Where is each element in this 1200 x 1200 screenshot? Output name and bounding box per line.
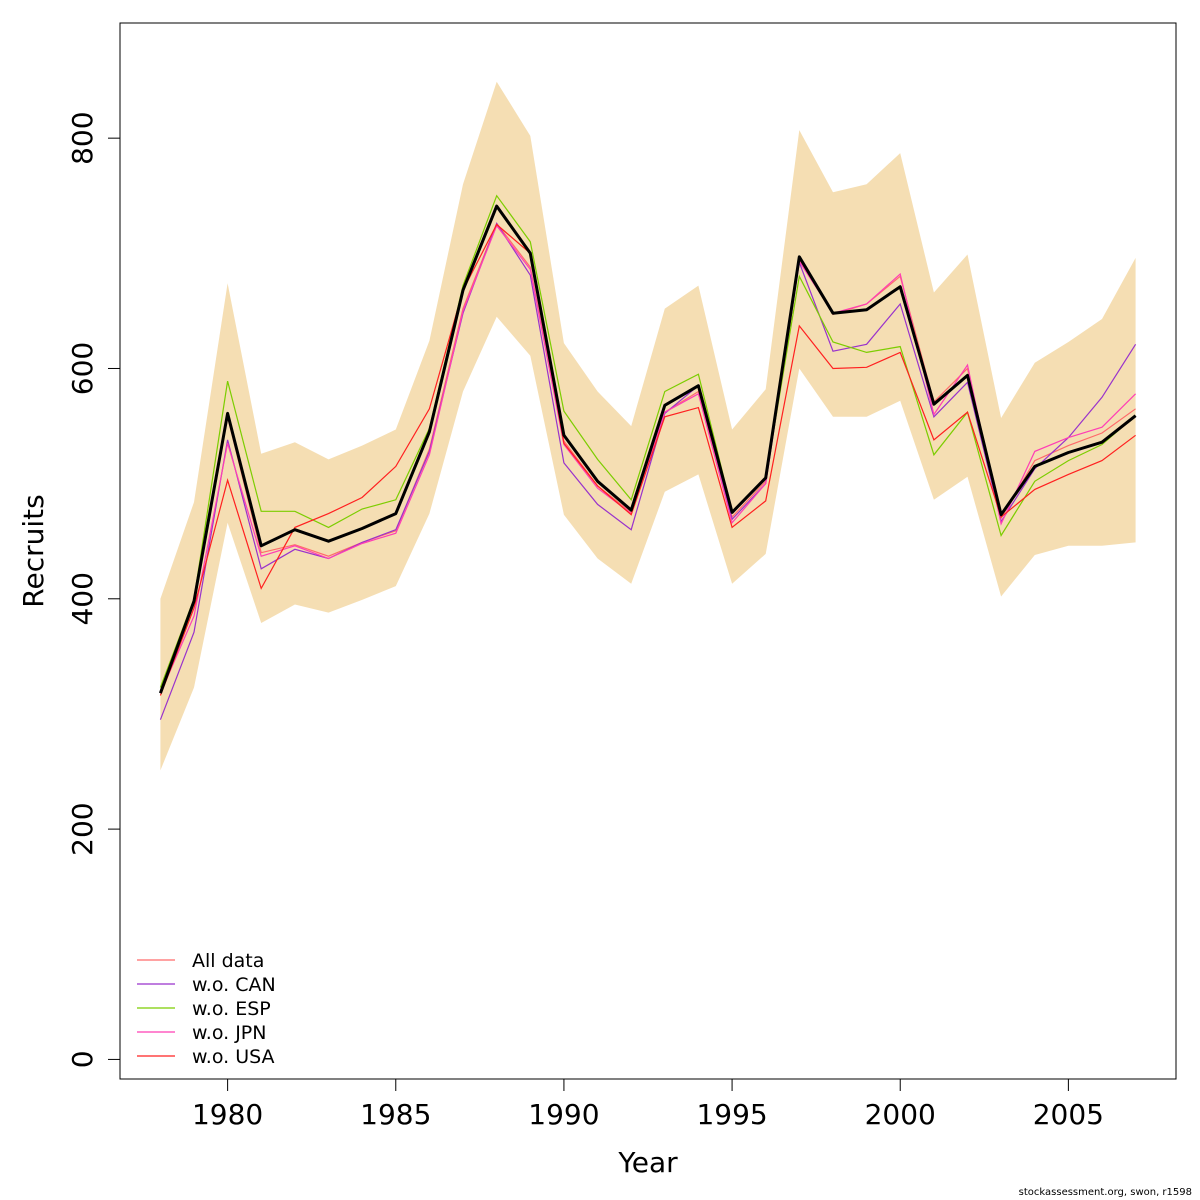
legend-label: w.o. CAN <box>192 974 276 996</box>
legend-label: w.o. USA <box>192 1046 275 1068</box>
y-axis-label: Recruits <box>17 494 50 607</box>
footer-credit: stockassessment.org, swon, r1598 <box>1018 1187 1192 1198</box>
y-tick-label: 600 <box>66 342 99 395</box>
legend-item: All data <box>137 950 264 972</box>
x-tick-label: 2000 <box>865 1098 936 1131</box>
legend-label: w.o. JPN <box>192 1022 266 1044</box>
y-tick-label: 200 <box>66 802 99 855</box>
series-line-w-o-esp <box>159 194 1136 688</box>
x-tick-label: 2005 <box>1033 1098 1104 1131</box>
confidence-band-layer <box>160 81 1136 771</box>
series-line-w-o-jpn <box>159 224 1137 694</box>
legend-item: w.o. USA <box>137 1046 275 1068</box>
y-tick-label: 800 <box>66 111 99 164</box>
estimate-layer <box>158 204 1137 694</box>
legend-label: w.o. ESP <box>192 998 271 1020</box>
legend-label: All data <box>192 950 264 972</box>
y-tick-label: 400 <box>66 572 99 625</box>
legend-item: w.o. CAN <box>137 974 276 996</box>
series-line-w-o-usa <box>159 223 1136 696</box>
y-tick-label: 0 <box>66 1050 99 1068</box>
x-axis-label: Year <box>617 1146 678 1179</box>
x-tick-label: 1985 <box>360 1098 431 1131</box>
legend-item: w.o. ESP <box>137 998 271 1020</box>
x-tick-label: 1980 <box>192 1098 263 1131</box>
x-axis: 1980 1985 1990 1995 2000 2005 <box>192 1078 1104 1131</box>
x-tick-label: 1990 <box>528 1098 599 1131</box>
legend-item: w.o. JPN <box>137 1022 266 1044</box>
y-axis: 0 200 400 600 800 <box>66 111 121 1068</box>
estimate-line <box>158 204 1137 694</box>
confidence-band <box>160 81 1136 771</box>
x-tick-label: 1995 <box>696 1098 767 1131</box>
